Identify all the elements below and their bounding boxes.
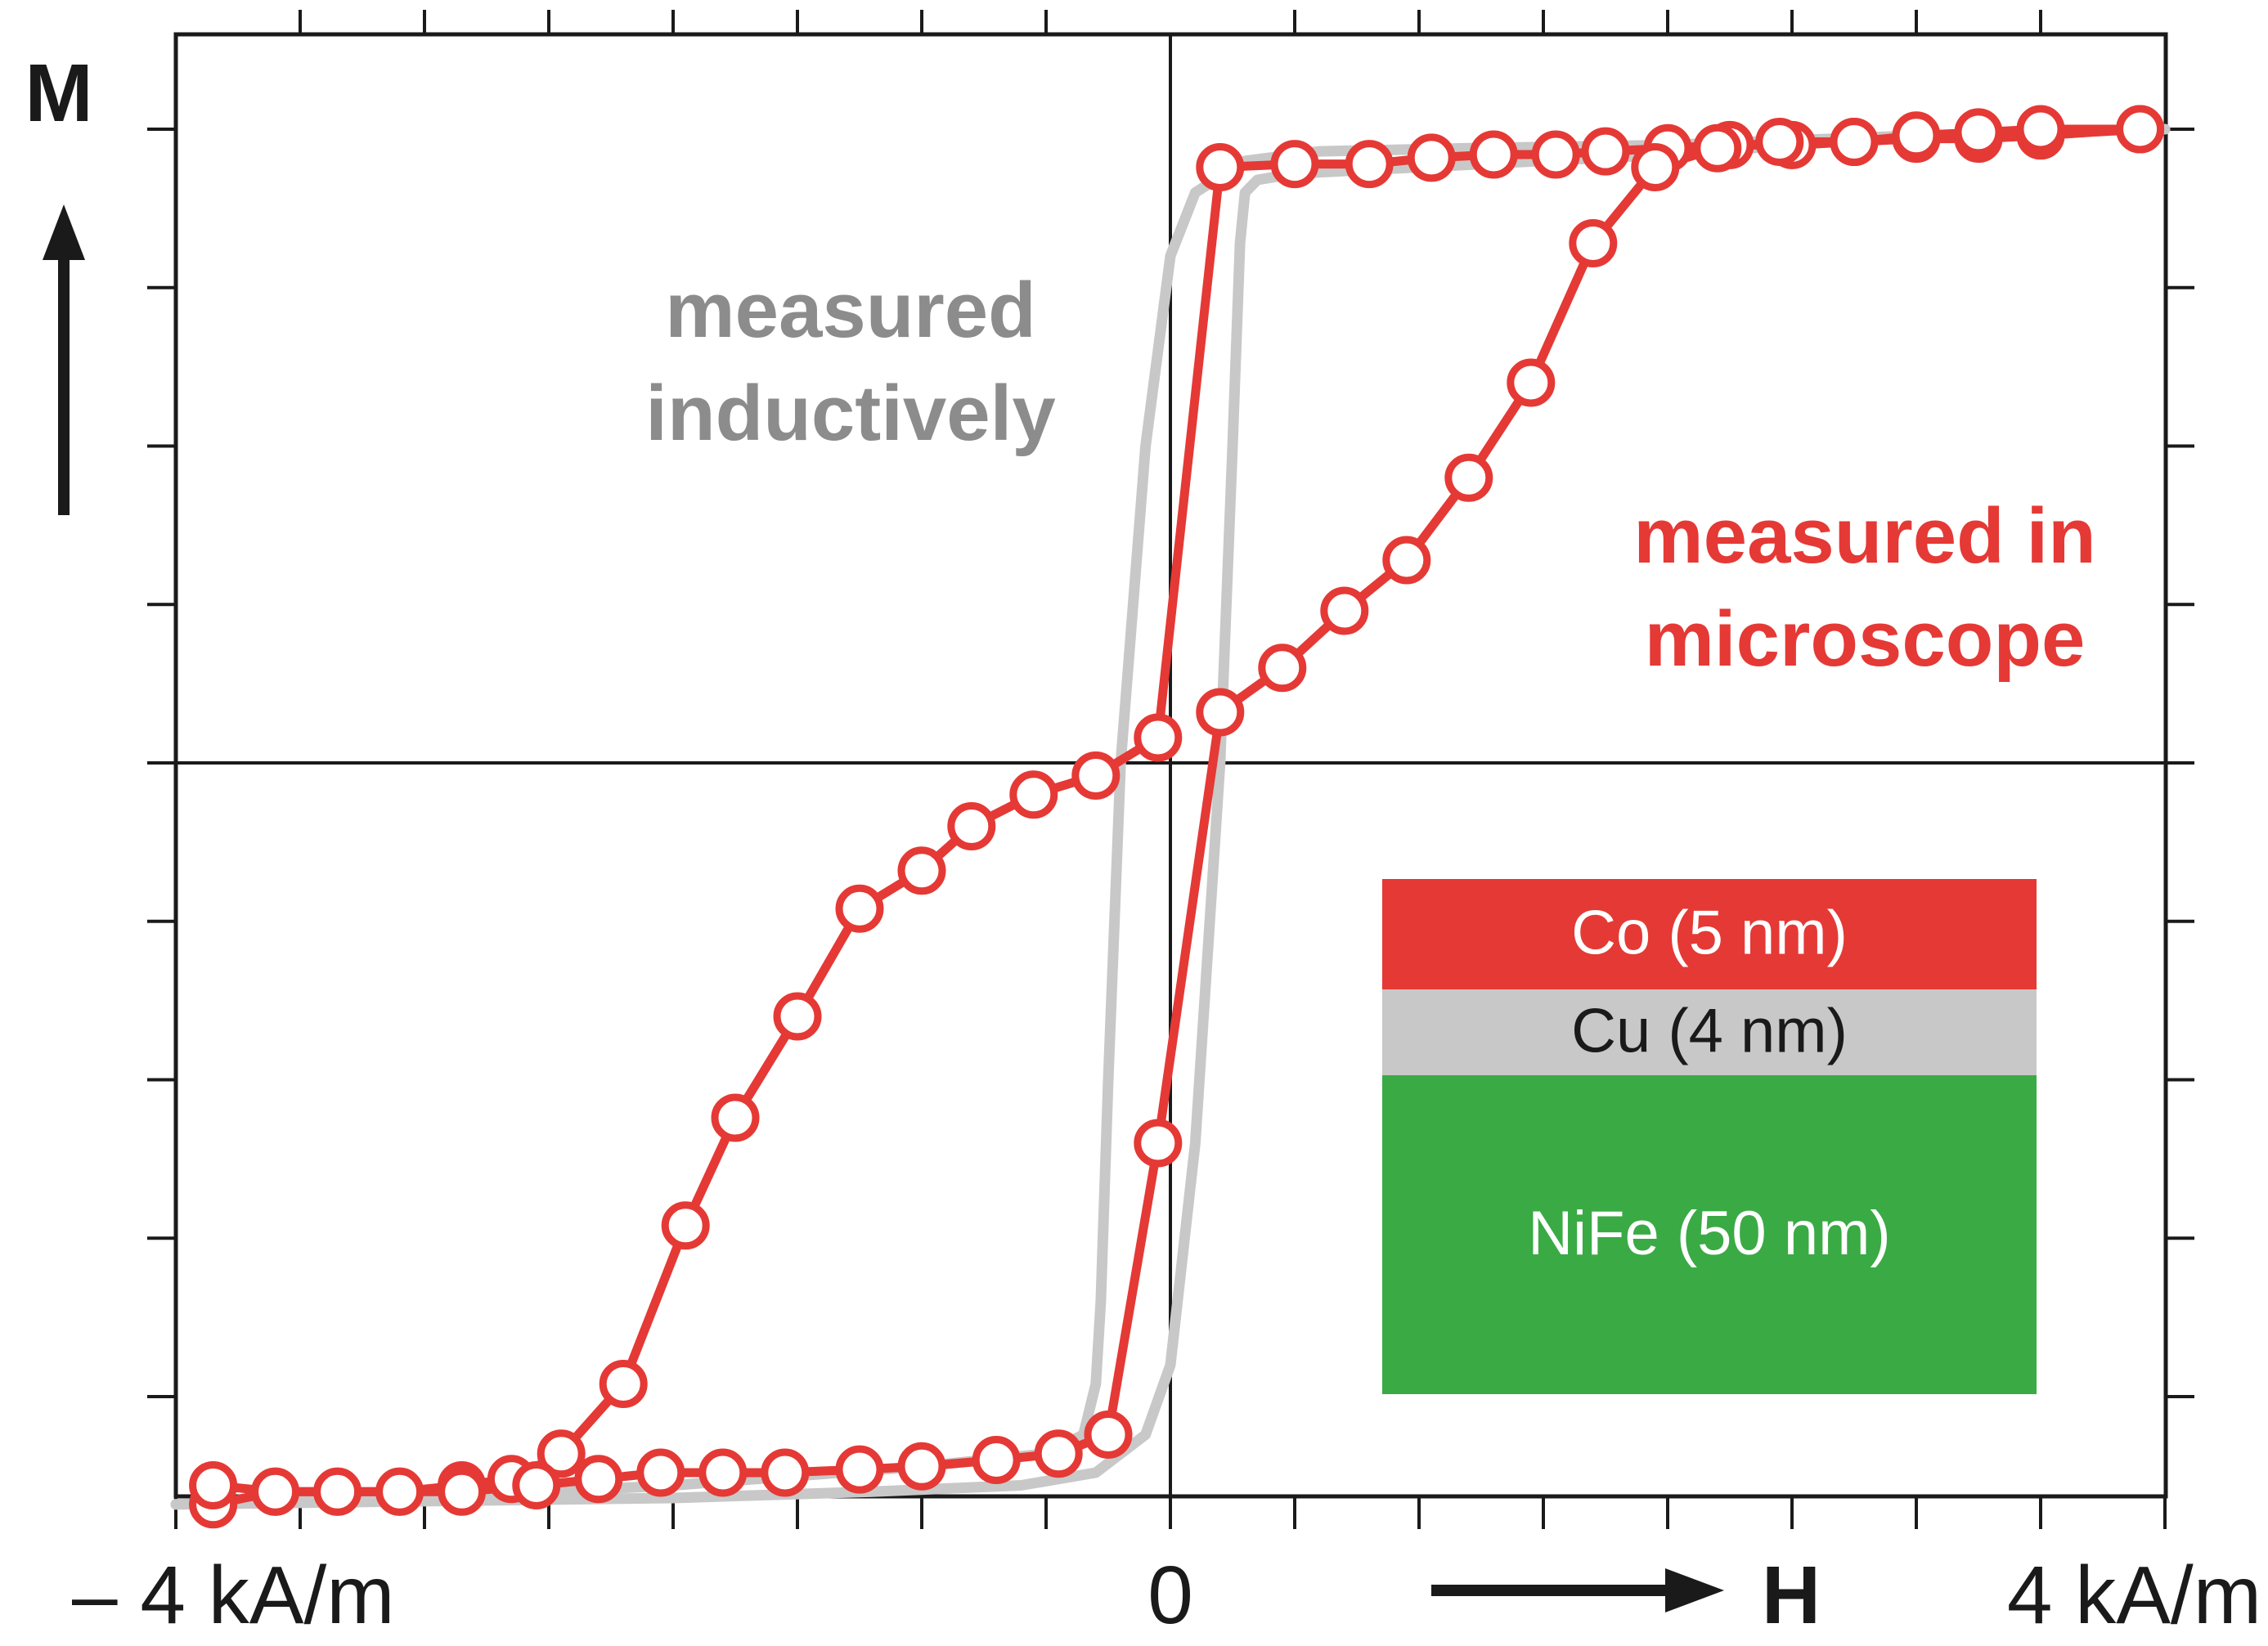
microscope-data-point <box>1631 143 1680 191</box>
microscope-data-point <box>599 1360 648 1408</box>
microscope-data-point <box>375 1467 424 1516</box>
inset-layer-co <box>1382 879 2037 989</box>
microscope-data-point <box>773 992 822 1041</box>
microscope-data-point <box>1320 586 1369 635</box>
microscope-data-point <box>1345 140 1394 189</box>
microscope-data-point <box>1196 688 1245 737</box>
microscope-data-point <box>972 1436 1021 1484</box>
microscope-data-point <box>189 1461 238 1509</box>
microscope-data-point <box>537 1429 586 1478</box>
microscope-data-point <box>1444 453 1493 502</box>
microscope-data-point <box>313 1467 362 1516</box>
microscope-data-point <box>251 1467 300 1516</box>
microscope-data-point <box>698 1448 748 1497</box>
microscope-data-point <box>1569 219 1618 267</box>
microscope-data-point <box>574 1455 623 1504</box>
microscope-data-point <box>1407 133 1456 182</box>
microscope-data-point <box>761 1448 810 1497</box>
inset-label-co: Co (5 nm) <box>1571 899 1848 968</box>
annotation-microscope-line1: measured in <box>1633 492 2096 580</box>
x-axis-arrow-head <box>1665 1568 1724 1612</box>
microscope-data-point <box>438 1467 487 1516</box>
x-tick-label-max: 4 kA/m <box>2007 1550 2261 1641</box>
microscope-data-point <box>1469 130 1518 179</box>
microscope-data-point <box>1755 118 1804 166</box>
microscope-data-point <box>1954 108 2003 157</box>
microscope-data-point <box>661 1201 710 1250</box>
microscope-data-point <box>636 1448 685 1497</box>
microscope-data-point <box>1009 770 1058 819</box>
microscope-data-point <box>1382 536 1431 585</box>
inset-layer-nife <box>1382 1075 2037 1394</box>
microscope-data-point <box>1084 1411 1133 1459</box>
x-tick-label-min: – 4 kA/m <box>72 1550 395 1641</box>
microscope-data-point <box>1134 1119 1183 1168</box>
annotation-inductive-line2: inductively <box>645 370 1055 457</box>
annotation-inductive-line1: measured <box>665 267 1036 354</box>
microscope-data-point <box>897 846 946 895</box>
microscope-data-point <box>835 884 884 933</box>
microscope-data-point <box>1892 111 1941 160</box>
microscope-data-point <box>711 1093 760 1142</box>
x-axis-label: H <box>1762 1550 1821 1641</box>
microscope-data-point <box>897 1442 946 1491</box>
microscope-data-point <box>835 1445 884 1494</box>
y-axis-arrow-head <box>43 204 85 260</box>
microscope-series-layer <box>189 105 2165 1529</box>
microscope-data-point <box>947 802 996 850</box>
inset-label-cu: Cu (4 nm) <box>1571 997 1848 1066</box>
inset-label-nife: NiFe (50 nm) <box>1528 1199 1890 1268</box>
microscope-data-point <box>1581 127 1630 176</box>
microscope-data-point <box>1071 751 1121 800</box>
x-tick-label-zero: 0 <box>1147 1550 1193 1641</box>
microscope-data-point <box>2116 105 2165 154</box>
microscope-data-point <box>1270 140 1319 189</box>
microscope-data-point <box>512 1461 561 1509</box>
microscope-data-point <box>1531 130 1580 179</box>
microscope-data-point <box>1196 143 1245 191</box>
microscope-data-point <box>1693 123 1742 173</box>
chart-text-layer: M H – 4 kA/m 0 4 kA/m measured inductive… <box>25 47 2261 1641</box>
y-axis-label: M <box>25 47 92 139</box>
inset-layer-cu <box>1382 989 2037 1075</box>
layer-stack-inset: Co (5 nm) Cu (4 nm) NiFe (50 nm) <box>1382 879 2037 1394</box>
microscope-data-point <box>1507 358 1556 407</box>
microscope-data-point <box>1134 713 1183 762</box>
microscope-data-point <box>1830 118 1879 166</box>
microscope-data-point <box>1034 1429 1083 1478</box>
microscope-data-point <box>1258 644 1307 693</box>
annotation-microscope-line2: microscope <box>1645 595 2086 683</box>
microscope-data-point <box>2016 105 2065 154</box>
